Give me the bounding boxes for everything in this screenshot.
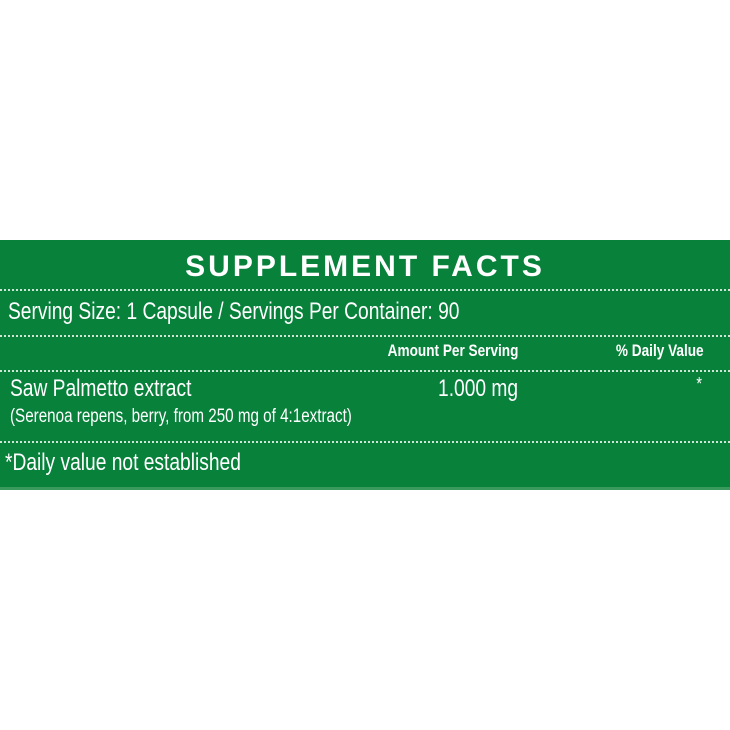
divider [0,441,730,443]
ingredient-detail: (Serenoa repens, berry, from 250 mg of 4… [10,406,352,427]
ingredient-amount: 1.000 mg [437,375,518,402]
divider [0,335,730,337]
serving-info: Serving Size: 1 Capsule / Servings Per C… [8,298,460,325]
divider [0,370,730,372]
divider [0,289,730,291]
ingredient-name: Saw Palmetto extract [10,375,192,402]
supplement-facts-panel: SUPPLEMENT FACTS Serving Size: 1 Capsule… [0,240,730,490]
footnote: *Daily value not established [5,449,241,476]
ingredient-daily-value: * [696,374,702,394]
amount-per-serving-header: Amount Per Serving [387,341,518,360]
daily-value-header: % Daily Value [616,341,704,360]
bottom-border [0,487,730,490]
panel-title: SUPPLEMENT FACTS [185,250,545,283]
